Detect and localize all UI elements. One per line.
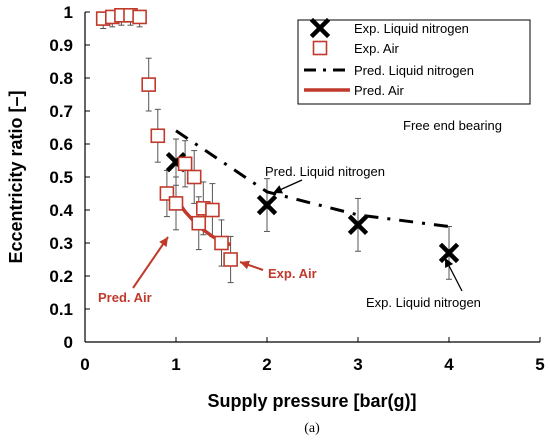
- point-exp-air: [223, 252, 238, 267]
- arrow-pred-air: [132, 236, 169, 289]
- line-pred-liquid-nitrogen: [175, 129, 450, 228]
- y-tick-label: 0.9: [49, 36, 73, 55]
- point-exp-air: [191, 215, 207, 231]
- y-axis-label: Eccentricity ratio [–]: [6, 90, 26, 263]
- axes: [84, 11, 541, 343]
- y-tick-label: 0.6: [49, 135, 73, 154]
- legend-pred-air-label: Pred. Air: [354, 83, 405, 98]
- point-exp-air: [141, 77, 156, 92]
- point-exp-liquid-nitrogen: [438, 242, 460, 264]
- y-tick-label: 0.7: [49, 102, 73, 121]
- y-tick-label: 0.5: [49, 168, 73, 187]
- point-exp-air: [150, 128, 166, 144]
- x-tick-label: 1: [171, 355, 180, 374]
- point-exp-air: [177, 156, 193, 172]
- y-tick-label: 0.1: [49, 300, 73, 319]
- annotation-pred-liquid-nitrogen: Pred. Liquid nitrogen: [265, 164, 385, 179]
- x-tick-label: 3: [353, 355, 362, 374]
- legend-exp-liquid-nitrogen-marker: [309, 17, 331, 39]
- x-tick-label: 2: [262, 355, 271, 374]
- x-tick-label: 4: [444, 355, 454, 374]
- annotation-exp-liquid-nitrogen: Exp. Liquid nitrogen: [366, 295, 481, 310]
- annotation-exp-air: Exp. Air: [268, 266, 317, 281]
- y-tick-label: 0.2: [49, 267, 73, 286]
- arrow-exp-liquid-nitrogen: [444, 257, 463, 292]
- annotation-free-end-bearing: Free end bearing: [403, 118, 502, 133]
- point-exp-air: [205, 202, 220, 218]
- point-exp-air: [132, 9, 147, 25]
- legend-exp-liquid-nitrogen-label: Exp. Liquid nitrogen: [354, 21, 469, 36]
- x-tick-label: 0: [80, 355, 89, 374]
- y-tick-label: 1: [64, 3, 73, 22]
- tick-labels: 0 1 2 3 4 5 0 0.1 0.2 0.3 0.4 0.5 0.6 0.7 0.8 0.9 1: [49, 3, 544, 374]
- y-tick-label: 0.8: [49, 69, 73, 88]
- y-tick-label: 0.3: [49, 234, 73, 253]
- x-tick-label: 5: [535, 355, 544, 374]
- legend-exp-air-label: Exp. Air: [354, 41, 399, 56]
- figure-caption: (a): [304, 421, 320, 436]
- point-exp-liquid-nitrogen: [256, 194, 278, 216]
- arrow-exp-air: [239, 260, 264, 271]
- annotation-pred-air: Pred. Air: [98, 290, 152, 305]
- prediction-lines: [174, 129, 450, 247]
- point-exp-air: [214, 235, 229, 251]
- point-exp-air: [186, 169, 202, 185]
- legend: Exp. Liquid nitrogen Exp. Air Pred. Liquid…: [297, 17, 531, 105]
- point-exp-liquid-nitrogen: [347, 214, 369, 236]
- point-exp-air: [168, 196, 184, 211]
- legend-exp-air-marker: [312, 40, 328, 56]
- y-tick-label: 0: [64, 333, 73, 352]
- data-points: [95, 8, 460, 267]
- arrow-pred-liquid-nitrogen: [272, 179, 303, 194]
- legend-pred-liquid-nitrogen-label: Pred. Liquid nitrogen: [354, 63, 474, 78]
- x-axis-label: Supply pressure [bar(g)]: [207, 391, 416, 411]
- annotations: Free end bearing Pred. Liquid nitrogen E…: [98, 118, 502, 310]
- annotation-arrows: [132, 179, 463, 292]
- y-tick-label: 0.4: [49, 201, 73, 220]
